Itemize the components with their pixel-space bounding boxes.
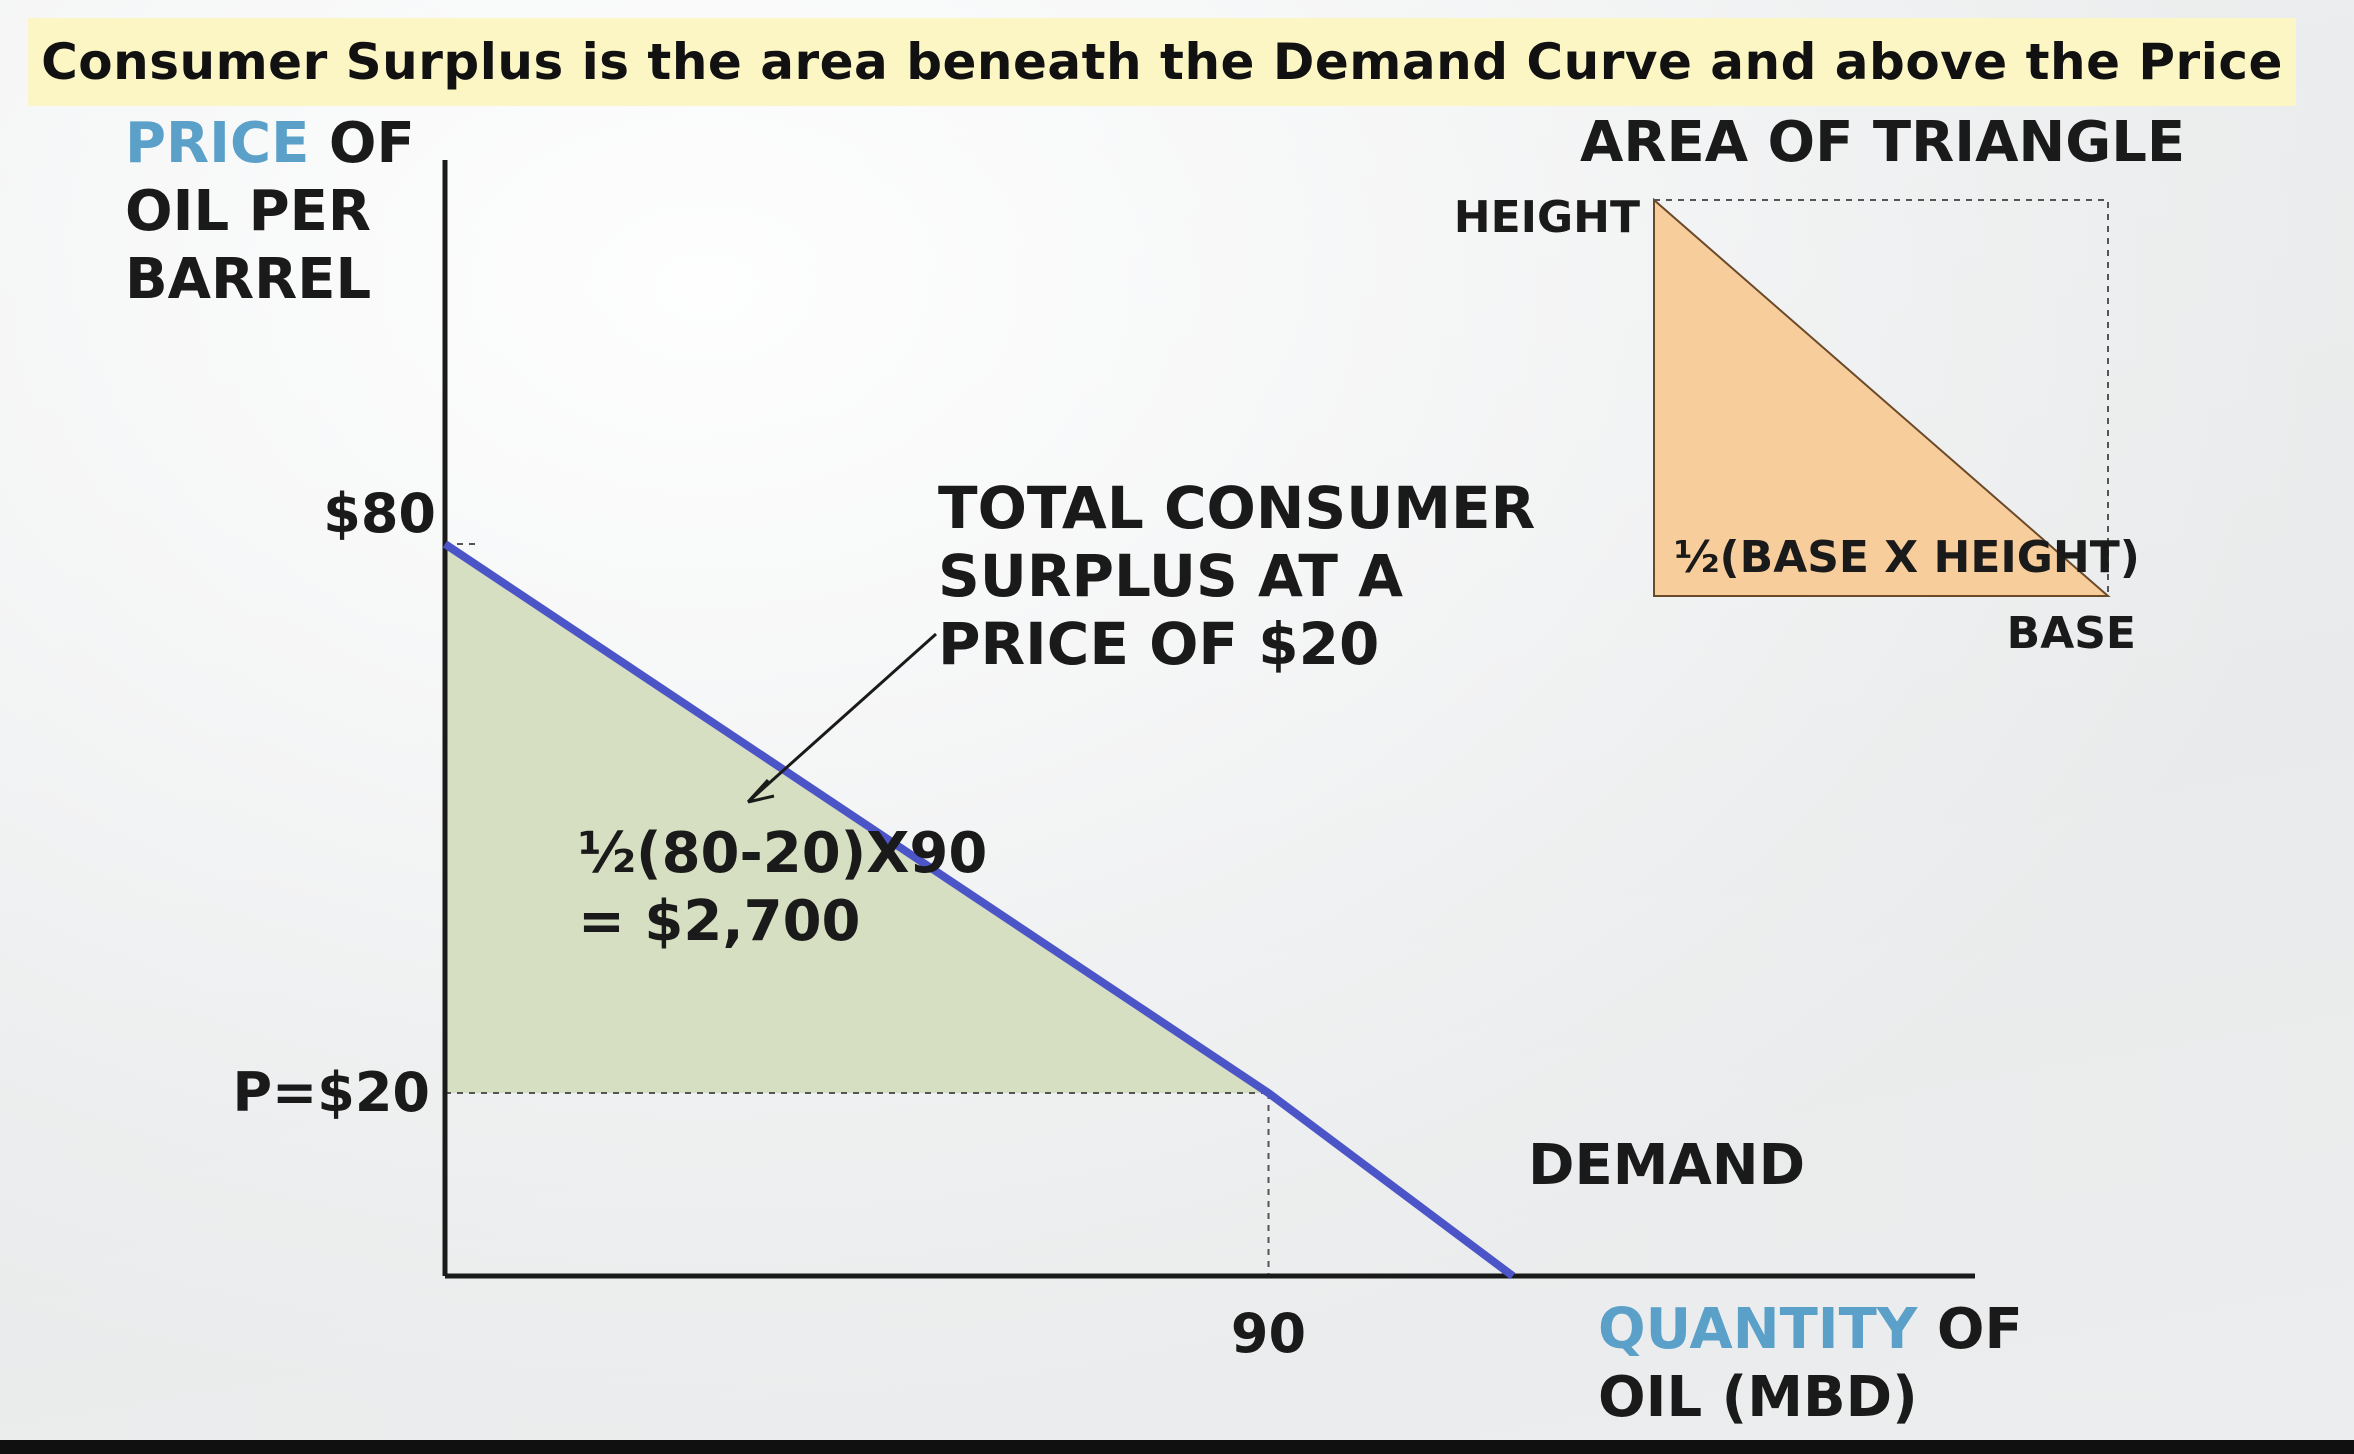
banner-title: Consumer Surplus is the area beneath the… — [28, 18, 2296, 106]
surplus-formula-line1: ½(80-20)X90 — [578, 821, 987, 886]
x-axis-label: QUANTITY OF OIL (MBD) — [1598, 1296, 2023, 1432]
price-label: P=$20 — [232, 1061, 430, 1124]
x-axis-label-rest: OF — [1917, 1297, 2023, 1362]
y-tick-label-80: $80 — [323, 482, 436, 545]
inset-formula: ½(BASE X HEIGHT) — [1674, 532, 2140, 583]
demand-curve — [442, 540, 1516, 1280]
inset-title: AREA OF TRIANGLE — [1580, 110, 2186, 175]
surplus-label-line1: TOTAL CONSUMER — [938, 474, 1535, 542]
bottom-bar — [0, 1440, 2354, 1454]
x-axis-label-line2: OIL (MBD) — [1598, 1365, 1918, 1430]
y-axis-label-line3: BARREL — [125, 247, 372, 312]
y-axis-label: PRICE OF OIL PER BARREL — [125, 110, 415, 314]
y-axis-label-line2: OIL PER — [125, 179, 372, 244]
inset-triangle — [1653, 197, 2111, 597]
x-tick-label-90: 90 — [1231, 1302, 1306, 1365]
x-axis-label-highlight: QUANTITY — [1598, 1297, 1918, 1362]
surplus-label-line3: PRICE OF $20 — [938, 610, 1379, 678]
inset-base-label: BASE — [2007, 608, 2136, 659]
surplus-label-line2: SURPLUS AT A — [938, 542, 1403, 610]
demand-label: DEMAND — [1528, 1133, 1805, 1198]
inset-height-label: HEIGHT — [1454, 192, 1640, 243]
triangle-inset: HEIGHT ½(BASE X HEIGHT) BASE — [1454, 192, 2140, 659]
y-axis-label-highlight: PRICE — [125, 111, 310, 176]
pointer-arrow — [746, 632, 937, 804]
y-axis-label-rest: OF — [309, 111, 415, 176]
surplus-formula-line2: = $2,700 — [578, 889, 861, 954]
